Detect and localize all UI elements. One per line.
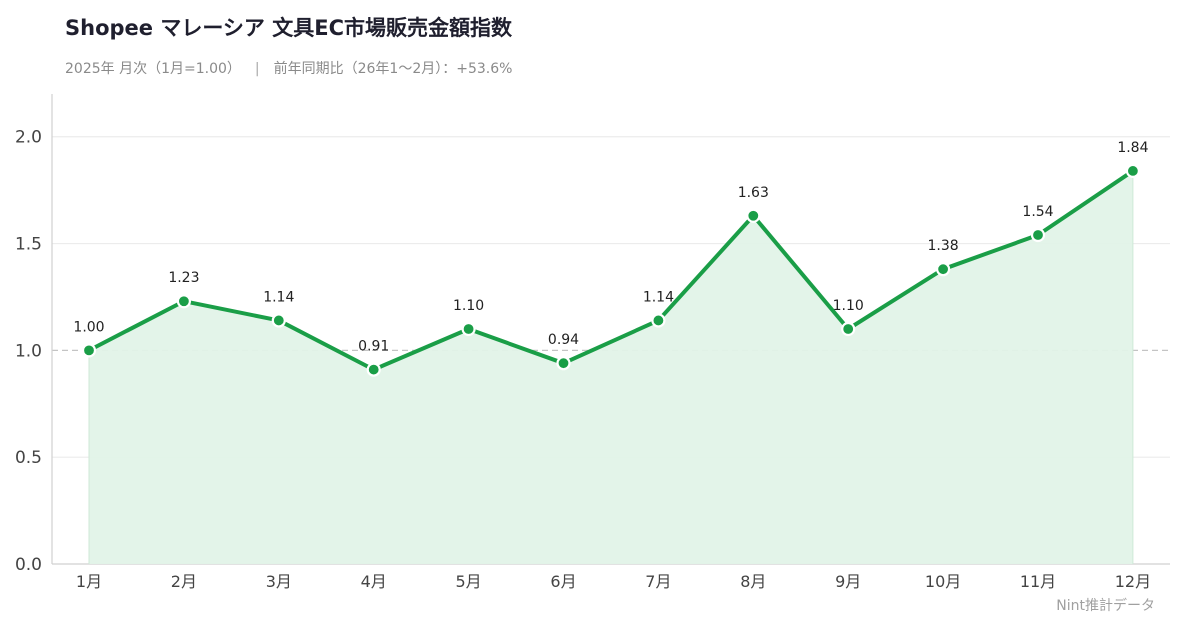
data-point: [935, 262, 951, 277]
area-fill: [89, 170, 1133, 564]
x-tick-label: 1月: [76, 572, 102, 591]
data-label: 1.14: [643, 289, 674, 305]
subtitle-separator: |: [254, 61, 260, 77]
x-tick-label: 8月: [740, 572, 766, 591]
y-tick-label: 0.0: [15, 555, 42, 575]
data-point: [556, 356, 571, 371]
data-point: [1030, 227, 1046, 243]
series-line: [87, 168, 1135, 372]
y-tick-label: 1.5: [15, 235, 42, 255]
data-label: 1.14: [263, 289, 294, 305]
data-label: 1.00: [73, 319, 104, 335]
data-source: Nint推計データ: [1056, 598, 1155, 614]
data-point: [271, 313, 286, 328]
x-tick-label: 11月: [1020, 572, 1056, 591]
data-label: 0.91: [358, 339, 389, 355]
subtitle-yoy: 前年同期比（26年1〜2月）：+53.6%: [273, 61, 513, 77]
data-point: [176, 294, 191, 309]
data-label: 1.38: [928, 238, 959, 254]
x-tick-label: 2月: [171, 572, 197, 591]
y-tick-label: 1.0: [15, 341, 42, 361]
data-point: [81, 343, 97, 358]
data-point: [1125, 163, 1141, 179]
data-label: 1.10: [453, 298, 484, 314]
x-axis-ticks: 1月 2月 3月 4月 5月 6月 7月 8月 9月 10月 11月 12月: [76, 572, 1151, 591]
data-point: [366, 362, 381, 377]
chart-title: Shopee マレーシア 文具EC市場販売金額指数: [65, 16, 512, 40]
chart-subtitle: 2025年 月次（1月=1.00） | 前年同期比（26年1〜2月）：+53.6%: [65, 58, 512, 78]
subtitle-basis: 2025年 月次（1月=1.00）: [65, 61, 241, 77]
data-label: 1.23: [168, 270, 199, 286]
x-tick-label: 5月: [456, 572, 482, 591]
x-tick-label: 4月: [361, 572, 387, 591]
series-sales-index: 1.00 1.23 1.14 0.91 1.10 0.94 1.14 1.63 1.10 1.38…: [73, 140, 1149, 564]
x-tick-label: 10月: [925, 572, 961, 591]
x-tick-label: 7月: [645, 572, 671, 591]
data-label: 0.94: [548, 332, 579, 348]
data-label: 1.10: [833, 298, 864, 314]
data-label: 1.84: [1117, 140, 1148, 156]
y-tick-label: 2.0: [15, 128, 42, 148]
x-tick-label: 3月: [266, 572, 292, 591]
data-point: [651, 313, 666, 328]
data-point: [461, 321, 476, 337]
x-tick-label: 12月: [1115, 572, 1151, 591]
data-label: 1.54: [1022, 204, 1053, 220]
y-tick-label: 0.5: [15, 448, 42, 468]
data-point: [746, 208, 761, 223]
data-point: [841, 321, 856, 337]
x-tick-label: 9月: [835, 572, 861, 591]
x-tick-label: 6月: [550, 572, 576, 591]
y-axis-ticks: 0.0 0.5 1.0 1.5 2.0: [15, 128, 42, 575]
data-label: 1.63: [738, 185, 769, 201]
